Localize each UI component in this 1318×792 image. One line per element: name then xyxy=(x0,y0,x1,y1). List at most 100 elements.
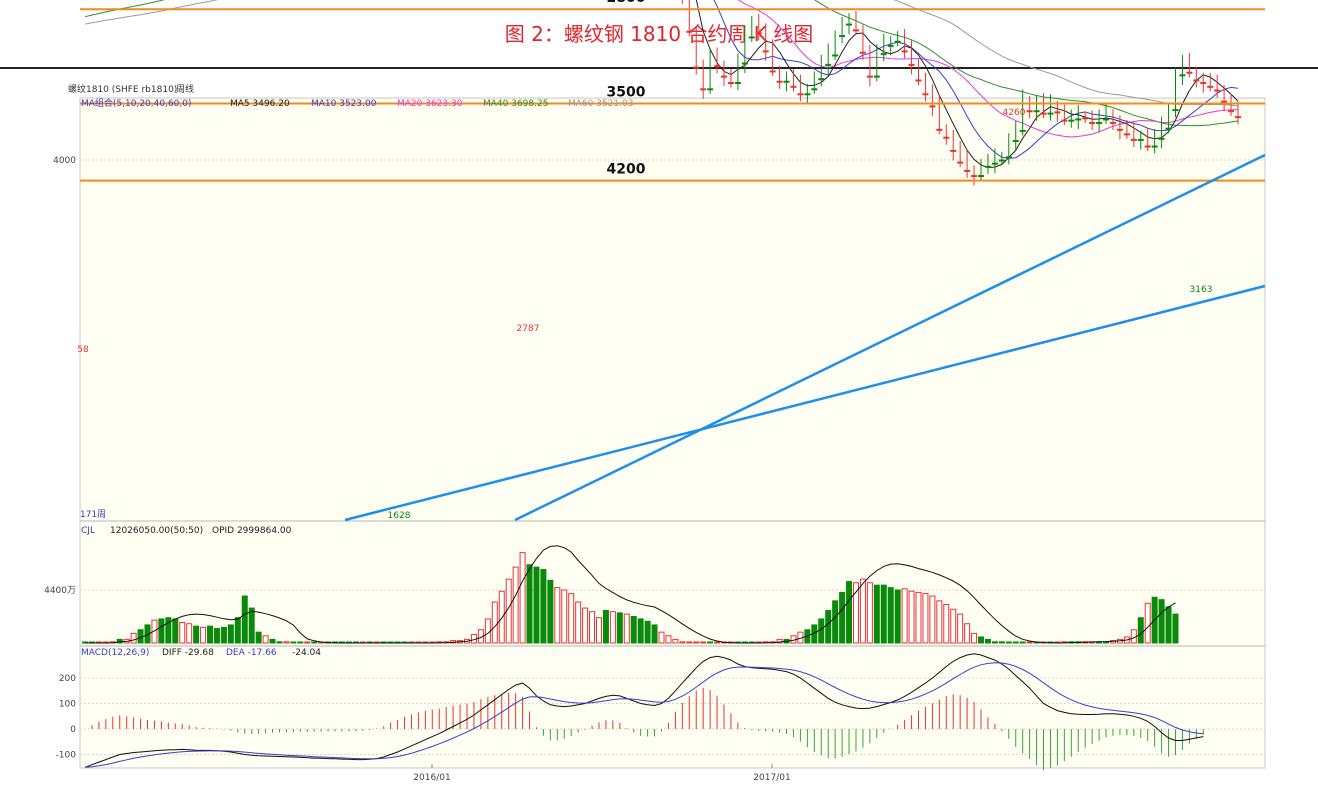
candle xyxy=(804,83,811,104)
volume-bar xyxy=(707,641,714,644)
candle-body xyxy=(818,78,825,81)
ma-group-select[interactable]: MA组合(5,10,20,40,60,0) xyxy=(81,97,192,109)
candle xyxy=(1130,122,1137,147)
candle xyxy=(734,53,741,91)
candle-body xyxy=(950,149,957,152)
volume-bar xyxy=(686,641,693,644)
candle-body xyxy=(727,82,734,85)
candle-body xyxy=(1075,118,1082,121)
volume-bar xyxy=(575,601,582,644)
candle xyxy=(1137,130,1144,150)
candle xyxy=(1235,101,1241,125)
volume-bar xyxy=(818,618,825,644)
volume-bar xyxy=(283,641,290,644)
extreme-annotation: 2787 xyxy=(517,324,540,334)
candle xyxy=(1040,92,1047,119)
y-tick-label: 200 xyxy=(59,674,76,684)
candle xyxy=(957,140,964,168)
ma40-readout: MA40 3698.25 xyxy=(483,99,548,109)
candle xyxy=(1096,109,1103,133)
candle-body xyxy=(1089,121,1096,124)
volume-bar xyxy=(978,636,985,644)
candle xyxy=(1123,119,1130,139)
volume-bar xyxy=(609,611,616,644)
candle xyxy=(825,43,832,75)
candle-body xyxy=(1123,133,1130,136)
volume-bar xyxy=(616,612,623,644)
candle xyxy=(859,24,866,60)
volume-bar xyxy=(547,579,554,644)
volume-bar xyxy=(623,613,630,644)
volume-bar xyxy=(1137,617,1144,644)
candle xyxy=(894,31,901,47)
candle-body xyxy=(936,128,943,131)
macd-indicator-select[interactable]: MACD(12,26,9) xyxy=(81,648,149,658)
candle-body xyxy=(880,53,887,56)
volume-bar xyxy=(825,609,832,644)
candle-body xyxy=(1026,110,1033,113)
macd-diff-readout: DIFF -29.68 xyxy=(162,648,214,658)
macd-value-readout: -24.04 xyxy=(292,648,321,658)
candle-body xyxy=(991,162,998,165)
candle-body xyxy=(964,169,971,172)
volume-panel: 4400万 xyxy=(44,545,1265,644)
candle-body xyxy=(755,32,762,35)
candle xyxy=(998,151,1005,166)
volume-bar xyxy=(568,593,575,644)
candle xyxy=(1033,95,1040,121)
volume-bar xyxy=(1005,641,1012,644)
candle-body xyxy=(894,40,901,43)
volume-bar xyxy=(297,641,304,644)
ma40-line xyxy=(84,0,1239,127)
ma60-line xyxy=(84,0,1239,107)
volume-bar xyxy=(658,631,665,644)
volume-bar xyxy=(887,587,894,644)
period-select[interactable]: 周线 xyxy=(176,83,194,95)
candle xyxy=(915,59,922,86)
volume-bar xyxy=(964,623,971,644)
candle-body xyxy=(1221,100,1228,103)
candle-body xyxy=(741,62,748,65)
volume-bar xyxy=(227,624,234,644)
candle-body xyxy=(811,88,818,91)
x-tick-label: 2016/01 xyxy=(413,773,450,783)
candle xyxy=(873,44,880,82)
candle xyxy=(978,159,985,181)
volume-bar xyxy=(852,582,859,644)
candle-body xyxy=(804,93,811,96)
volume-bar xyxy=(672,638,679,644)
volume-bar xyxy=(512,566,519,644)
volume-indicator-select[interactable]: CJL xyxy=(81,526,95,536)
candle-body xyxy=(693,66,700,69)
candle-body xyxy=(1040,112,1047,115)
candle xyxy=(783,71,790,92)
symbol-label[interactable]: 螺纹1810 (SHFE rb1810) xyxy=(68,83,177,95)
candle xyxy=(755,13,762,41)
candle xyxy=(1012,121,1019,151)
x-tick-label: 2017/01 xyxy=(753,773,790,783)
candle-body xyxy=(859,51,866,54)
volume-bar xyxy=(311,641,318,644)
volume-bar xyxy=(533,566,540,644)
candle-body xyxy=(1082,117,1089,120)
open-interest-line xyxy=(85,545,1176,644)
volume-bar xyxy=(859,578,866,644)
candle-body xyxy=(1054,111,1061,114)
candle-body xyxy=(1235,116,1241,119)
volume-bar xyxy=(248,607,255,644)
candle-body xyxy=(790,85,797,88)
volume-bar xyxy=(936,600,943,644)
candle xyxy=(1026,96,1033,119)
candle xyxy=(908,39,915,75)
trendline-lower xyxy=(344,284,1266,522)
candle xyxy=(839,16,846,44)
candle-body xyxy=(776,80,783,83)
candle-body xyxy=(1103,118,1110,121)
candle-body xyxy=(714,65,721,68)
extreme-annotation: 58 xyxy=(77,345,89,355)
volume-bar xyxy=(200,626,207,644)
candle xyxy=(681,0,683,4)
level-label-4200: 4200 xyxy=(607,162,646,178)
volume-bar xyxy=(179,622,186,644)
